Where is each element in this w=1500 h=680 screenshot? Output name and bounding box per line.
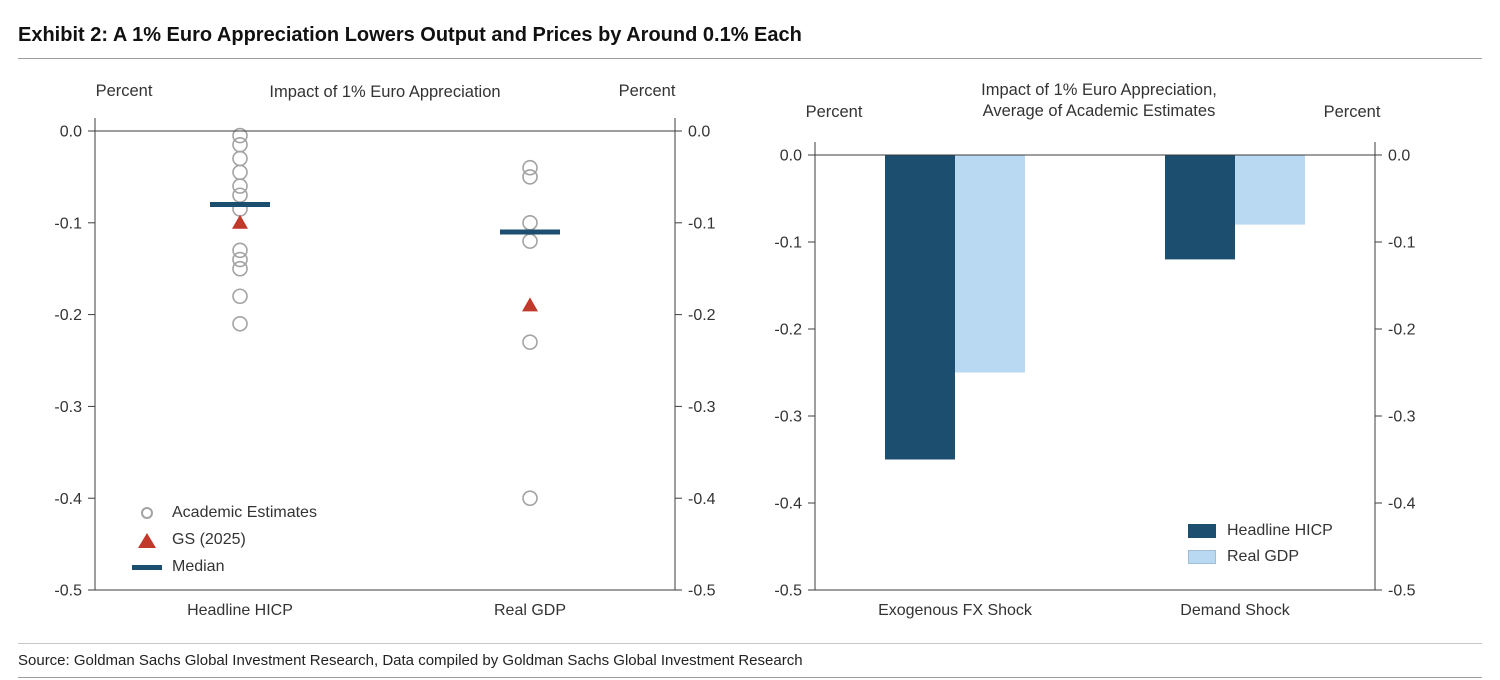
bar-headline-hicp: [885, 155, 955, 460]
y-tick-label-right: -0.5: [1388, 583, 1416, 600]
legend-item-academic-estimates: Academic Estimates: [130, 504, 317, 522]
x-category-label: Demand Shock: [1180, 602, 1290, 619]
academic-estimate-point: [522, 233, 538, 249]
gs-2025-point: [522, 297, 538, 312]
y-tick-label-left: -0.4: [54, 491, 82, 508]
y-tick-label-left: -0.5: [774, 583, 802, 600]
academic-estimate-point: [232, 150, 248, 167]
academic-estimate-point: [232, 315, 248, 332]
scatter-plot: 0.0 0.0 -0.1 -0.1 -0.2 -0.2 -0.3 -0.3 -0.4 -0.4 -0…: [54, 118, 716, 619]
academic-estimate-point: [232, 136, 248, 153]
median-marker-icon: [132, 564, 162, 570]
academic-estimate-point: [522, 215, 538, 231]
legend-item-headline-hicp: Headline HICP: [1185, 522, 1333, 540]
exhibit-title: Exhibit 2: A 1% Euro Appreciation Lowers…: [18, 24, 802, 46]
y-axis-unit-left: Percent: [805, 103, 863, 121]
y-tick-label-right: -0.2: [688, 307, 716, 324]
academic-estimate-point: [232, 164, 248, 181]
bar-plot: 0.0 0.0 -0.1 -0.1 -0.2 -0.2 -0.3 -0.3 -0.4 -0.4 -0…: [774, 142, 1416, 619]
academic-estimate-point: [232, 288, 248, 305]
bar-panel: Percent Impact of 1% Euro Appreciation, …: [755, 70, 1483, 630]
legend-label-headline-hicp: Headline HICP: [1227, 522, 1333, 539]
y-tick-label-right: 0.0: [1388, 148, 1410, 165]
legend-item-gs-2025: GS (2025): [130, 531, 317, 549]
bar-chart-title: Impact of 1% Euro Appreciation, Average …: [819, 80, 1379, 122]
academic-estimate-point: [232, 251, 248, 268]
academic-estimate-point: [522, 159, 538, 176]
y-tick-label-right: -0.5: [688, 583, 716, 600]
legend-label-academic-estimates: Academic Estimates: [172, 504, 317, 521]
y-axis-unit-right: Percent: [618, 82, 676, 100]
bar-chart-title-line1: Impact of 1% Euro Appreciation,: [981, 81, 1217, 99]
gs-2025-marker-icon: [138, 532, 156, 548]
bar-legend: Headline HICP Real GDP: [1185, 522, 1333, 566]
y-tick-label-right: 0.0: [688, 124, 710, 141]
academic-estimates-marker-icon: [141, 507, 153, 519]
x-category-label: Headline HICP: [187, 602, 293, 619]
y-tick-label-right: -0.4: [1388, 496, 1416, 513]
y-tick-label-right: -0.3: [1388, 409, 1416, 426]
y-tick-label-left: -0.1: [54, 215, 82, 232]
source-note: Source: Goldman Sachs Global Investment …: [18, 652, 803, 669]
y-tick-label-left: -0.1: [774, 235, 802, 252]
legend-item-real-gdp: Real GDP: [1185, 548, 1333, 566]
y-axis-unit-left: Percent: [95, 82, 153, 100]
y-tick-label-right: -0.2: [1388, 322, 1416, 339]
bar-headline-hicp: [1165, 155, 1235, 260]
bar-real-gdp: [1235, 155, 1305, 225]
y-tick-label-left: 0.0: [60, 124, 82, 141]
legend-label-real-gdp: Real GDP: [1227, 548, 1300, 565]
y-tick-label-left: -0.2: [774, 322, 802, 339]
academic-estimate-point: [232, 187, 248, 204]
y-tick-label-left: -0.3: [54, 399, 82, 416]
real-gdp-swatch-icon: [1188, 550, 1216, 564]
academic-estimate-point: [232, 127, 248, 144]
legend-item-median: Median: [130, 558, 317, 576]
scatter-panel: Percent Impact of 1% Euro Appreciation P…: [20, 70, 720, 630]
title-divider: [18, 58, 1482, 59]
y-tick-label-right: -0.1: [688, 215, 716, 232]
academic-estimate-point: [522, 334, 538, 350]
y-axis-unit-right: Percent: [1323, 103, 1381, 121]
headline-hicp-swatch-icon: [1188, 524, 1216, 538]
y-tick-label-right: -0.4: [688, 491, 716, 508]
academic-estimate-point: [232, 178, 248, 194]
gs-2025-point: [232, 214, 248, 229]
academic-estimate-point: [522, 169, 538, 185]
academic-estimate-point: [232, 260, 248, 277]
scatter-chart-title: Impact of 1% Euro Appreciation: [269, 83, 501, 101]
bar-chart-title-line2: Average of Academic Estimates: [982, 102, 1216, 120]
y-tick-label-left: -0.2: [54, 307, 82, 324]
x-category-label: Exogenous FX Shock: [878, 602, 1033, 619]
y-tick-label-left: -0.5: [54, 583, 82, 600]
y-tick-label-left: 0.0: [780, 148, 802, 165]
academic-estimate-point: [522, 490, 538, 507]
x-category-label: Real GDP: [494, 602, 566, 619]
y-tick-label-right: -0.1: [1388, 235, 1416, 252]
y-tick-label-left: -0.3: [774, 409, 802, 426]
academic-estimate-point: [232, 242, 248, 259]
bottom-divider: [18, 677, 1482, 678]
y-tick-label-left: -0.4: [774, 496, 802, 513]
bar-real-gdp: [955, 155, 1025, 373]
scatter-legend: Academic Estimates GS (2025) Median: [130, 504, 317, 576]
footer-divider: [18, 643, 1482, 644]
y-tick-label-right: -0.3: [688, 399, 716, 416]
legend-label-gs-2025: GS (2025): [172, 531, 246, 548]
legend-label-median: Median: [172, 558, 225, 575]
